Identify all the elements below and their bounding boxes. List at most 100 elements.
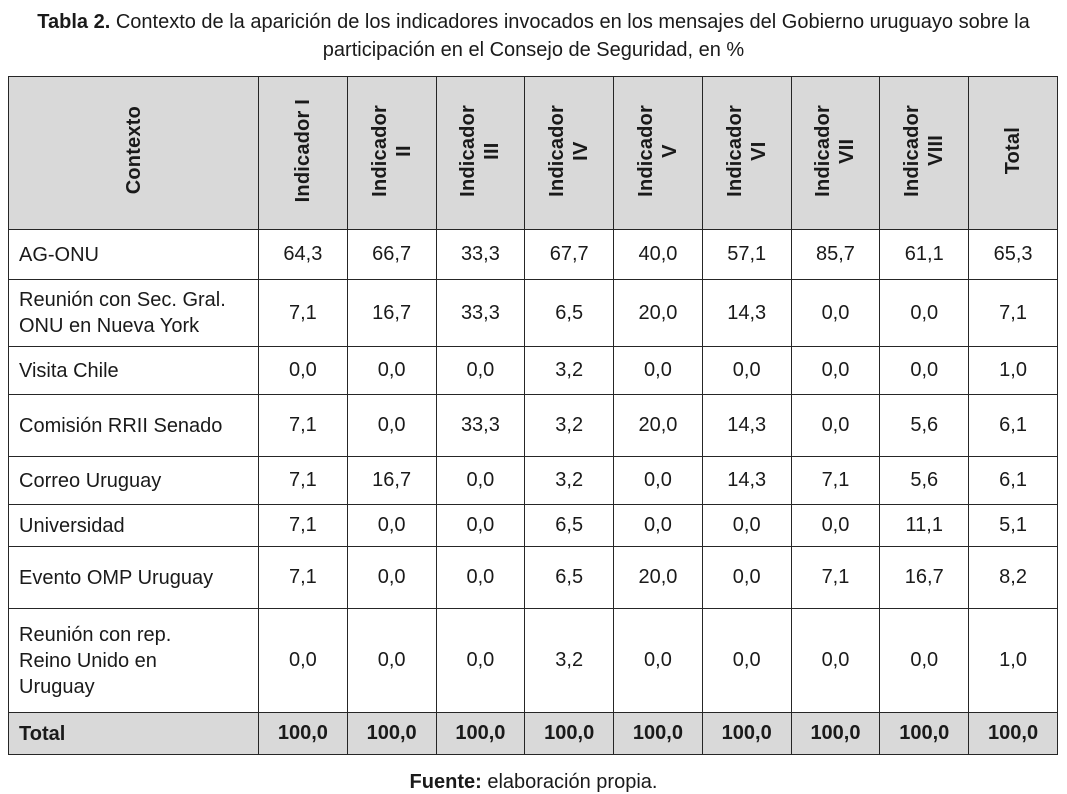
table-header-row: Contexto Indicador I Indicador II Indicador… (8, 76, 1058, 230)
cell-value: 7,1 (790, 546, 881, 609)
cell-value: 0,0 (613, 346, 703, 395)
cell-value: 14,3 (701, 279, 792, 347)
column-header-label: Indicador III (457, 104, 504, 197)
cell-value: 64,3 (258, 229, 348, 280)
row-context-label: Total (8, 712, 259, 755)
row-context-label: Evento OMP Uruguay (8, 546, 259, 609)
table-row: Evento OMP Uruguay 7,1 0,0 0,0 6,5 20,0 0,0 7,1… (8, 546, 1058, 609)
cell-value: 0,0 (790, 346, 881, 395)
column-header-label: Indicador VII (812, 104, 859, 197)
column-header-6: Indicador VI (701, 76, 792, 230)
cell-value: 6,5 (524, 546, 615, 609)
cell-value: 6,5 (524, 279, 615, 347)
cell-value: 0,0 (790, 608, 881, 713)
column-header-label: Indicador VI (723, 104, 770, 197)
cell-value: 100,0 (879, 712, 970, 755)
cell-value: 100,0 (258, 712, 348, 755)
cell-value: 100,0 (613, 712, 703, 755)
cell-value: 0,0 (346, 394, 437, 457)
cell-value: 33,3 (435, 229, 526, 280)
cell-value: 66,7 (346, 229, 437, 280)
cell-value: 7,1 (258, 279, 348, 347)
column-header-7: Indicador VII (790, 76, 881, 230)
column-header-label: Indicador VIII (901, 104, 948, 197)
row-context-label: Correo Uruguay (8, 456, 259, 505)
cell-value: 0,0 (435, 456, 526, 505)
cell-value: 1,0 (968, 608, 1058, 713)
cell-value: 6,1 (968, 394, 1058, 457)
cell-value: 0,0 (346, 504, 437, 547)
column-header-4: Indicador IV (524, 76, 615, 230)
total-row: Total 100,0 100,0 100,0 100,0 100,0 100,0 100,0… (8, 712, 1058, 755)
cell-value: 0,0 (613, 504, 703, 547)
cell-value: 20,0 (613, 546, 703, 609)
cell-value: 33,3 (435, 394, 526, 457)
cell-value: 5,1 (968, 504, 1058, 547)
cell-value: 0,0 (346, 608, 437, 713)
cell-value: 57,1 (701, 229, 792, 280)
cell-value: 14,3 (701, 394, 792, 457)
indicators-context-table: Contexto Indicador I Indicador II Indicador… (8, 76, 1058, 755)
cell-value: 0,0 (435, 346, 526, 395)
cell-value: 16,7 (879, 546, 970, 609)
cell-value: 14,3 (701, 456, 792, 505)
table-row: Correo Uruguay 7,1 16,7 0,0 3,2 0,0 14,3 7,1 5,6… (8, 456, 1058, 505)
cell-value: 0,0 (879, 608, 970, 713)
table-title-label: Tabla 2. (37, 11, 111, 33)
row-context-label: Comisión RRII Senado (8, 394, 259, 457)
cell-value: 0,0 (701, 346, 792, 395)
table-row: Reunión con rep. Reino Unido en Uruguay 0… (8, 608, 1058, 713)
cell-value: 0,0 (879, 279, 970, 347)
cell-value: 0,0 (435, 504, 526, 547)
row-context-label: Universidad (8, 504, 259, 547)
cell-value: 20,0 (613, 394, 703, 457)
column-header-label: Indicador I (291, 98, 314, 203)
cell-value: 7,1 (258, 394, 348, 457)
cell-value: 100,0 (524, 712, 615, 755)
row-context-label: Visita Chile (8, 346, 259, 395)
column-header-label: Total (1002, 126, 1025, 175)
cell-value: 85,7 (790, 229, 881, 280)
column-header-2: Indicador II (346, 76, 437, 230)
cell-value: 100,0 (790, 712, 881, 755)
cell-value: 61,1 (879, 229, 970, 280)
cell-value: 7,1 (258, 504, 348, 547)
cell-value: 0,0 (258, 346, 348, 395)
table-row: Comisión RRII Senado 7,1 0,0 33,3 3,2 20,0 14,… (8, 394, 1058, 457)
table-row: Reunión con Sec. Gral. ONU en Nueva York… (8, 279, 1058, 347)
column-header-label: Indicador IV (546, 104, 593, 197)
cell-value: 100,0 (701, 712, 792, 755)
cell-value: 0,0 (790, 279, 881, 347)
cell-value: 100,0 (346, 712, 437, 755)
table-row: Visita Chile 0,0 0,0 0,0 3,2 0,0 0,0 0,0 0,0 1,0 (8, 346, 1058, 395)
cell-value: 0,0 (346, 346, 437, 395)
cell-value: 6,1 (968, 456, 1058, 505)
cell-value: 16,7 (346, 279, 437, 347)
cell-value: 3,2 (524, 456, 615, 505)
column-header-5: Indicador V (613, 76, 703, 230)
cell-value: 7,1 (790, 456, 881, 505)
cell-value: 40,0 (613, 229, 703, 280)
column-header-1: Indicador I (258, 76, 348, 230)
cell-value: 5,6 (879, 394, 970, 457)
cell-value: 0,0 (790, 504, 881, 547)
cell-value: 3,2 (524, 346, 615, 395)
cell-value: 11,1 (879, 504, 970, 547)
column-header-label: Indicador V (634, 104, 681, 197)
cell-value: 0,0 (258, 608, 348, 713)
column-header-label: Indicador II (368, 104, 415, 197)
source-note: Fuente: elaboración propia. (0, 771, 1067, 794)
table-row: AG-ONU 64,3 66,7 33,3 67,7 40,0 57,1 85,7 61,1 65… (8, 229, 1058, 280)
cell-value: 65,3 (968, 229, 1058, 280)
column-header-8: Indicador VIII (879, 76, 970, 230)
table-body: AG-ONU 64,3 66,7 33,3 67,7 40,0 57,1 85,7 61,1 65… (8, 229, 1058, 755)
cell-value: 0,0 (701, 608, 792, 713)
row-context-label: Reunión con Sec. Gral. ONU en Nueva York (8, 279, 259, 347)
cell-value: 6,5 (524, 504, 615, 547)
row-context-label: AG-ONU (8, 229, 259, 280)
cell-value: 16,7 (346, 456, 437, 505)
cell-value: 7,1 (968, 279, 1058, 347)
cell-value: 20,0 (613, 279, 703, 347)
cell-value: 7,1 (258, 456, 348, 505)
cell-value: 3,2 (524, 394, 615, 457)
